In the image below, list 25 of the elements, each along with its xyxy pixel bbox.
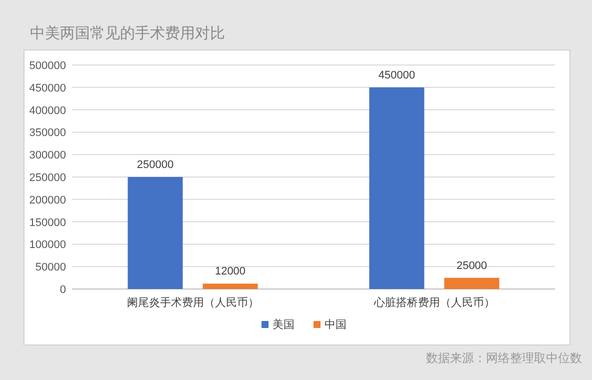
data-label: 250000 (136, 159, 174, 171)
y-tick-label: 500000 (29, 60, 66, 72)
y-tick-label: 400000 (29, 104, 66, 117)
data-label: 450000 (378, 69, 416, 82)
legend-label: 美国 (272, 318, 294, 331)
bar (128, 177, 183, 289)
y-tick-label: 0 (60, 284, 66, 296)
data-label: 12000 (214, 266, 246, 278)
y-tick-label: 300000 (29, 150, 66, 162)
y-tick-label: 200000 (29, 194, 66, 206)
y-tick-label: 150000 (29, 216, 66, 229)
bar (369, 87, 424, 289)
bar (202, 284, 258, 289)
y-tick-label: 50000 (35, 262, 66, 274)
data-label: 25000 (456, 260, 488, 272)
y-tick-label: 250000 (29, 172, 66, 184)
chart-title: 中美两国常见的手术费用对比 (30, 25, 225, 42)
y-tick-label: 450000 (29, 82, 66, 94)
y-tick-label: 100000 (29, 239, 66, 252)
x-tick-label: 阑尾炎手术费用（人民币） (126, 296, 259, 309)
x-tick-label: 心脏搭桥费用（人民币） (372, 296, 495, 309)
y-tick-label: 350000 (29, 127, 66, 140)
source-note: 数据来源：网络整理取中位数 (426, 351, 582, 365)
bar (444, 278, 500, 289)
legend-label: 中国 (324, 318, 346, 331)
